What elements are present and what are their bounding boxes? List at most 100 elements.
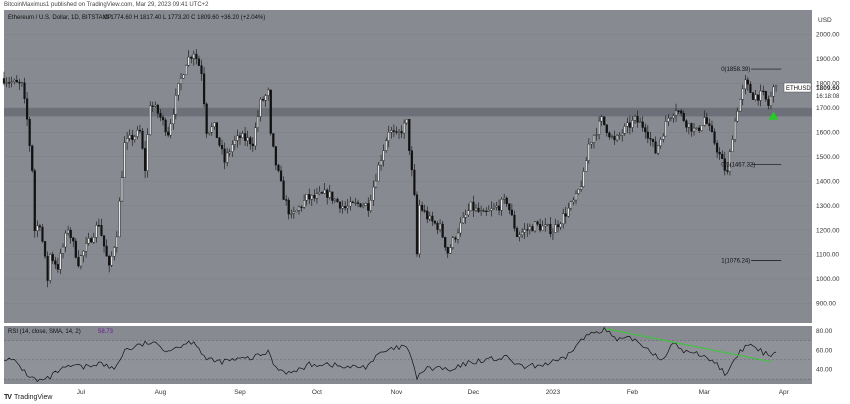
rsi-tick-label: 40.00 [816,367,833,374]
candle-body [323,189,326,194]
candle-body [313,195,316,199]
candle-body [100,225,103,236]
candle-body [667,117,670,122]
candle-body [41,226,44,242]
x-tick-label: Aug [155,389,167,396]
attribution: BitcoinMaximus1 published on TradingView… [4,2,209,8]
candle-body [215,122,219,138]
fib-level-label: 0.5(1467.32) [721,163,755,169]
y-tick-label: 1500.00 [816,154,840,161]
candle-body [126,138,129,143]
candle-body [251,143,254,147]
candle-body [762,90,765,93]
candle-body [226,152,229,163]
candle-body [179,78,183,84]
candle-body [192,53,195,59]
price-axis-bg [812,10,850,384]
x-tick-label: Jul [77,389,86,396]
candle-body [303,200,306,208]
candle-body [749,83,752,93]
candle-body [205,103,208,134]
candle-body [751,92,755,100]
candle-body [597,120,601,135]
candle-body [220,145,224,150]
candle-body [105,245,108,257]
rsi-label: RSI (14, close, SMA, 14, 2) [8,329,81,335]
candle-body [723,158,726,171]
candle-body [164,119,167,133]
candle-body [54,260,57,265]
x-tick-label: Apr [779,389,790,396]
candle-body [623,126,626,134]
candle-body [233,140,236,145]
candle-body [564,213,567,217]
candle-body [480,210,483,212]
candle-body [495,205,498,208]
y-tick-label: 1900.00 [816,56,840,63]
candle-body [87,238,90,244]
candle-body [677,110,680,112]
candle-body [338,201,342,209]
candle-body [367,203,370,211]
candle-body [328,191,331,198]
candle-body [646,131,649,139]
candle-body [528,226,531,230]
candle-body [344,206,347,209]
candle-body [477,207,480,212]
candle-body [408,119,411,151]
candle-body [31,145,34,171]
candle-body [518,234,521,237]
candle-body [18,81,21,84]
candle-body [731,139,734,152]
candle-body [46,256,49,281]
candle-body [590,142,593,145]
candle-body [331,191,334,201]
rsi-value: 58.73 [98,329,114,335]
candle-body [521,231,524,236]
candle-body [467,210,470,216]
candle-body [310,195,313,200]
candle-body [692,127,696,132]
candle-body [687,123,690,128]
candle-body [346,205,349,209]
signal-triangle-marker [768,111,779,120]
candle-body [415,194,419,255]
series-name: ETHUSD [786,86,811,92]
candle-body [503,197,506,200]
candle-body [320,192,324,194]
candle-body [74,240,77,258]
candle-body [726,170,729,172]
candle-body [559,223,562,228]
candle-body [482,210,485,212]
candle-body [195,53,198,60]
candle-body [410,150,413,171]
candle-body [405,119,408,124]
candle-body [259,99,262,117]
candle-body [551,232,555,235]
y-tick-label: 1400.00 [816,178,840,185]
candle-body [95,225,98,238]
candle-body [51,254,54,261]
candle-body [285,199,288,201]
candle-body [580,186,583,190]
candle-body [238,135,242,138]
candle-body [569,201,572,209]
candle-body [567,207,570,217]
candle-body [618,134,621,137]
candle-body [102,235,106,247]
candle-body [254,127,257,147]
candle-body [423,210,426,212]
brand-name: TradingView [13,393,53,401]
candle-body [764,91,767,100]
rsi-line [3,326,777,383]
candle-body [97,225,101,227]
candle-body [459,222,462,234]
x-tick-label: 2023 [546,389,561,396]
candle-body [15,80,18,83]
candle-body [397,131,401,133]
candle-body [585,160,588,172]
candle-body [197,58,201,66]
candle-body [210,126,213,133]
price-chart[interactable]: 2000.00 1900.00 1800.00 1700.00 1600.00 1500.… [0,10,850,404]
candle-body [387,132,390,141]
